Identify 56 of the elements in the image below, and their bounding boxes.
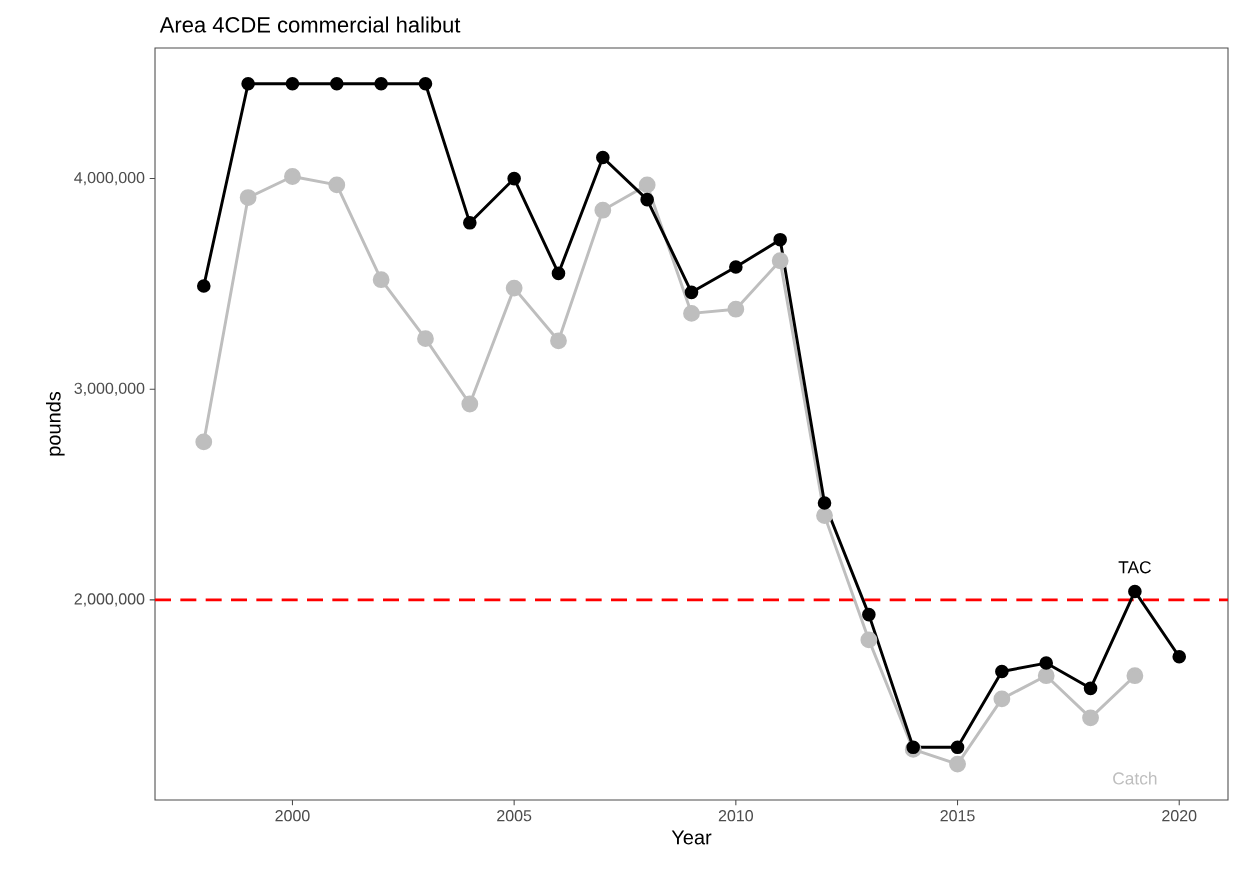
point <box>463 216 477 230</box>
point <box>862 607 876 622</box>
point <box>374 77 388 91</box>
x-tick-label: 2015 <box>940 810 975 822</box>
point <box>995 664 1009 679</box>
point <box>328 176 346 194</box>
point <box>1128 584 1142 599</box>
point <box>418 77 433 91</box>
point <box>505 279 523 297</box>
y-tick-label: 2,000,000 <box>74 593 145 607</box>
point <box>372 271 390 289</box>
point <box>993 690 1011 708</box>
point <box>1039 656 1054 670</box>
x-tick-label: 2005 <box>497 810 532 822</box>
point <box>950 740 965 755</box>
point <box>773 232 787 247</box>
point <box>1172 649 1187 664</box>
point <box>1037 667 1055 685</box>
point <box>596 150 610 165</box>
point <box>594 201 612 219</box>
point <box>507 171 521 186</box>
y-axis-title: pounds <box>45 391 65 456</box>
point <box>729 260 743 274</box>
point <box>683 305 700 322</box>
point <box>949 755 966 773</box>
point <box>285 77 300 91</box>
point <box>860 631 878 649</box>
point <box>816 507 833 525</box>
point <box>684 285 699 300</box>
point <box>727 300 745 318</box>
series-label: TAC <box>1118 561 1151 574</box>
point <box>196 279 211 293</box>
point <box>817 496 832 510</box>
point <box>1126 667 1144 685</box>
x-axis-title: Year <box>671 830 712 845</box>
point <box>550 332 567 350</box>
point <box>640 192 654 207</box>
point <box>551 266 566 281</box>
point <box>771 252 789 270</box>
chart-title: Area 4CDE commercial halibut <box>159 16 461 33</box>
point <box>241 77 255 91</box>
y-tick-label: 3,000,000 <box>74 382 145 396</box>
point <box>284 168 301 185</box>
point <box>638 176 656 194</box>
text: Catch <box>1113 771 1157 785</box>
point <box>461 395 479 413</box>
x-tick-label: 2010 <box>718 810 754 822</box>
y-tick-label: 4,000,000 <box>74 171 145 186</box>
point <box>1082 709 1099 727</box>
point <box>195 433 213 451</box>
point <box>417 330 434 348</box>
point <box>239 189 257 206</box>
point <box>1083 681 1098 696</box>
x-tick-label: 2000 <box>275 810 310 822</box>
point <box>329 77 344 91</box>
x-tick-label: 2020 <box>1162 810 1197 822</box>
